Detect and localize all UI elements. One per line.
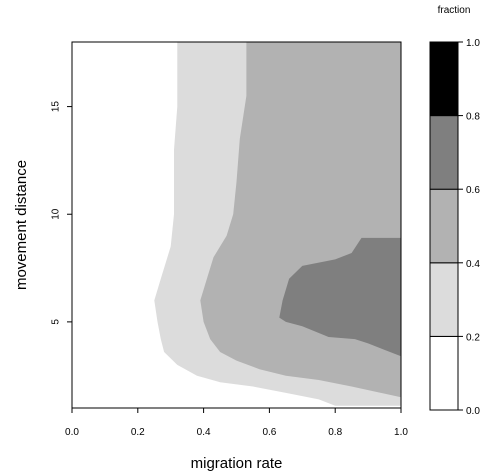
y-tick-label: 15 [51, 101, 62, 113]
contour-region-level-3 [279, 237, 401, 357]
legend-tick-label: 1.0 [466, 38, 480, 49]
plot-frame [71, 41, 402, 409]
x-tick-label: 0.4 [197, 427, 211, 438]
legend-swatch [429, 262, 459, 337]
legend-tick-label: 0.8 [466, 112, 480, 123]
x-tick-label: 0.8 [328, 427, 342, 438]
legend-tick-label: 0.2 [466, 332, 480, 343]
plot-area [72, 42, 401, 408]
legend-swatch [429, 41, 459, 117]
legend-tick-label: 0.0 [466, 406, 480, 417]
y-axis-title: movement distance [13, 160, 30, 290]
y-axis: 5 10 15 [51, 101, 72, 325]
x-axis: 0.0 0.2 0.4 0.6 0.8 1.0 [65, 408, 408, 438]
legend-tick-label: 0.6 [466, 185, 480, 196]
x-tick-label: 1.0 [394, 427, 408, 438]
legend-swatch [429, 188, 459, 264]
legend-title: fraction [438, 5, 471, 16]
x-tick-label: 0.6 [262, 427, 276, 438]
x-axis-title: migration rate [191, 455, 283, 472]
y-tick-label: 10 [51, 208, 62, 220]
x-tick-label: 0.2 [131, 427, 145, 438]
x-tick-label: 0.0 [65, 427, 79, 438]
legend-swatch [429, 115, 459, 190]
color-legend: 0.0 0.2 0.4 0.6 0.8 1.0 [429, 38, 480, 417]
legend-swatch [429, 335, 459, 411]
y-tick-label: 5 [51, 319, 62, 325]
legend-tick-label: 0.4 [466, 259, 480, 270]
